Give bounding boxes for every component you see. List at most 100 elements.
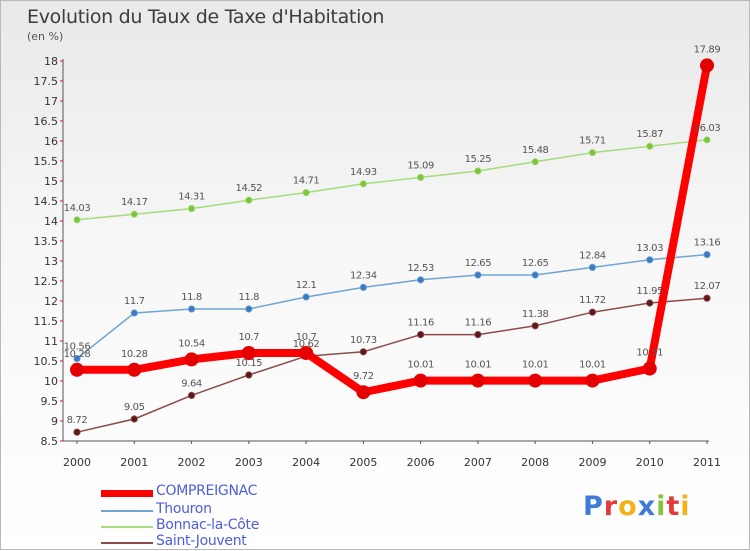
data-label: 11.8 bbox=[238, 292, 259, 303]
data-point bbox=[703, 294, 711, 302]
y-tick-label: 11 bbox=[44, 335, 58, 348]
data-labels: 10.28 10.28 10.54 10.7 10.7 9.72 10.01 10.01 10.… bbox=[64, 44, 721, 426]
data-point bbox=[245, 305, 253, 313]
data-label: 10.62 bbox=[293, 339, 320, 350]
series-line bbox=[76, 297, 708, 433]
data-label: 9.05 bbox=[124, 402, 145, 413]
data-label: 14.93 bbox=[350, 167, 377, 178]
y-tick-label: 17.5 bbox=[34, 75, 59, 88]
data-point bbox=[703, 251, 711, 259]
data-point bbox=[700, 58, 714, 73]
data-label: 15.25 bbox=[465, 154, 492, 165]
data-point bbox=[187, 305, 196, 313]
logo-letter: i bbox=[656, 491, 667, 522]
x-tick-label: 2004 bbox=[292, 456, 320, 469]
data-label: 10.54 bbox=[178, 338, 205, 349]
data-label: 12.65 bbox=[522, 258, 549, 269]
data-label: 10.01 bbox=[522, 360, 549, 371]
x-tick-label: 2001 bbox=[120, 456, 148, 469]
data-point bbox=[470, 373, 485, 388]
data-label: 13.16 bbox=[694, 238, 721, 249]
data-point bbox=[474, 167, 482, 175]
y-tick-label: 14 bbox=[44, 215, 58, 228]
data-point bbox=[474, 271, 482, 279]
data-point bbox=[417, 276, 425, 284]
x-tick-label: 2002 bbox=[178, 456, 206, 469]
data-label: 15.71 bbox=[579, 136, 606, 147]
data-label: 10.7 bbox=[238, 332, 259, 343]
data-label: 10.01 bbox=[579, 360, 606, 371]
data-label: 14.03 bbox=[64, 203, 91, 214]
data-label: 12.84 bbox=[579, 250, 606, 261]
data-label: 14.52 bbox=[235, 183, 262, 194]
data-label: 10.31 bbox=[636, 348, 663, 359]
data-point bbox=[528, 373, 543, 388]
data-point bbox=[359, 283, 367, 291]
x-tick-label: 2005 bbox=[349, 456, 377, 469]
data-label: 13.03 bbox=[636, 243, 663, 254]
data-point bbox=[299, 346, 314, 360]
data-label: 11.38 bbox=[522, 309, 549, 320]
y-tick-label: 16.5 bbox=[34, 115, 59, 128]
data-point bbox=[474, 330, 482, 339]
y-tick-label: 14.5 bbox=[34, 195, 59, 208]
data-point bbox=[73, 428, 81, 436]
data-point bbox=[588, 308, 597, 316]
data-label: 11.8 bbox=[181, 292, 202, 303]
axes: 8.5 9 9.5 10 10.5 11 11.5 12 12.5 13 13.5 14 14.5 15 1… bbox=[34, 55, 722, 469]
x-tick-label: 2000 bbox=[63, 456, 91, 469]
data-point bbox=[646, 142, 654, 150]
data-point bbox=[531, 158, 539, 166]
logo-letter: t bbox=[666, 491, 681, 522]
data-point bbox=[302, 293, 310, 301]
y-tick-label: 8.5 bbox=[41, 435, 59, 448]
data-point bbox=[359, 180, 367, 188]
data-label: 9.64 bbox=[181, 378, 202, 389]
data-point bbox=[646, 256, 654, 264]
data-point bbox=[302, 189, 310, 197]
data-label: 12.53 bbox=[407, 263, 434, 274]
y-tick-label: 13 bbox=[44, 255, 58, 268]
proxiti-logo: Proxiti bbox=[583, 491, 691, 522]
data-point bbox=[184, 352, 199, 367]
data-label: 14.71 bbox=[293, 176, 320, 187]
data-point bbox=[73, 216, 81, 224]
logo-letter: x bbox=[637, 491, 657, 522]
data-point bbox=[130, 210, 138, 218]
data-label: 15.48 bbox=[522, 145, 549, 156]
data-label: 12.65 bbox=[465, 258, 492, 269]
y-tick-label: 18 bbox=[44, 55, 58, 68]
data-point bbox=[703, 136, 711, 144]
logo-letter: r bbox=[603, 491, 619, 522]
x-tick-label: 2010 bbox=[636, 456, 664, 469]
legend-swatch bbox=[101, 526, 153, 528]
y-tick-label: 10 bbox=[44, 375, 58, 388]
data-point bbox=[531, 322, 539, 330]
data-point bbox=[127, 362, 142, 377]
data-label: 14.31 bbox=[178, 192, 205, 203]
y-tick-label: 17 bbox=[44, 95, 58, 108]
legend-swatch bbox=[101, 489, 153, 497]
data-point bbox=[187, 205, 196, 213]
data-label: 15.09 bbox=[407, 160, 434, 171]
data-label: 11.72 bbox=[579, 295, 606, 306]
data-label: 11.7 bbox=[124, 296, 145, 307]
data-label: 12.34 bbox=[350, 270, 377, 281]
data-point bbox=[585, 373, 600, 388]
data-point bbox=[130, 309, 138, 317]
data-label: 10.7 bbox=[296, 332, 317, 343]
series-line bbox=[73, 61, 711, 397]
data-point bbox=[588, 149, 597, 157]
legend-label: Saint-Jouvent bbox=[156, 533, 247, 549]
data-point bbox=[356, 385, 371, 400]
data-label: 10.28 bbox=[121, 349, 148, 360]
data-point bbox=[531, 271, 539, 279]
data-label: 10.28 bbox=[64, 349, 91, 360]
data-label: 12.07 bbox=[694, 281, 721, 292]
legend-item: Bonnac-la-Côte bbox=[101, 517, 401, 533]
chart-subtitle: (en %) bbox=[27, 30, 64, 43]
data-point bbox=[417, 173, 425, 181]
y-tick-label: 13.5 bbox=[34, 235, 59, 248]
